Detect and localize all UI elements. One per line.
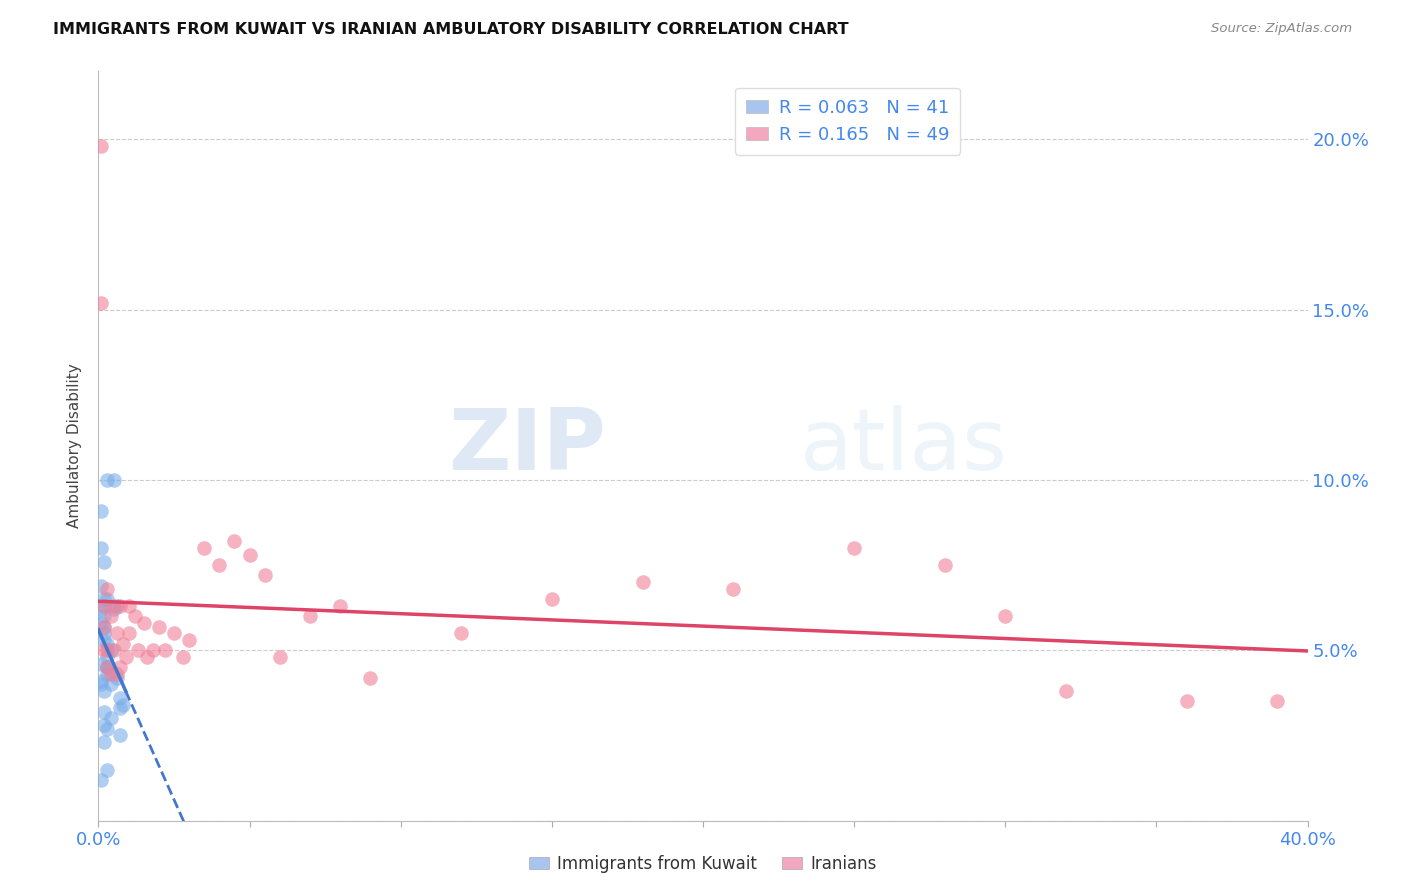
Point	[299, 609, 322, 624]
Point	[96, 722, 118, 736]
Text: Source: ZipAtlas.com: Source: ZipAtlas.com	[1212, 22, 1353, 36]
Point	[253, 568, 276, 582]
Point	[105, 599, 128, 613]
Point	[105, 667, 128, 681]
Point	[111, 636, 134, 650]
Point	[1267, 694, 1289, 708]
Point	[269, 650, 291, 665]
Point	[96, 643, 118, 657]
Point	[93, 619, 115, 633]
Point	[96, 660, 118, 674]
Point	[224, 534, 246, 549]
Point	[96, 650, 118, 665]
Point	[208, 558, 231, 573]
Point	[135, 650, 157, 665]
Point	[329, 599, 352, 613]
Point	[93, 592, 115, 607]
Point	[90, 677, 112, 691]
Text: ZIP: ZIP	[449, 404, 606, 488]
Point	[96, 667, 118, 681]
Point	[108, 729, 131, 743]
Point	[118, 599, 141, 613]
Point	[631, 575, 654, 590]
Point	[100, 667, 122, 681]
Y-axis label: Ambulatory Disability: Ambulatory Disability	[67, 364, 83, 528]
Point	[994, 609, 1017, 624]
Point	[450, 626, 472, 640]
Point	[163, 626, 186, 640]
Point	[90, 602, 112, 616]
Text: atlas: atlas	[800, 404, 1008, 488]
Point	[100, 664, 122, 678]
Point	[96, 763, 118, 777]
Point	[93, 599, 115, 613]
Point	[90, 139, 112, 153]
Point	[148, 619, 170, 633]
Point	[96, 660, 118, 674]
Point	[93, 619, 115, 633]
Point	[90, 541, 112, 556]
Point	[96, 660, 118, 674]
Point	[93, 626, 115, 640]
Point	[142, 643, 165, 657]
Legend: Immigrants from Kuwait, Iranians: Immigrants from Kuwait, Iranians	[523, 848, 883, 880]
Point	[90, 616, 112, 631]
Point	[105, 626, 128, 640]
Point	[934, 558, 956, 573]
Point	[96, 473, 118, 487]
Point	[93, 735, 115, 749]
Point	[103, 599, 125, 613]
Point	[103, 473, 125, 487]
Point	[93, 705, 115, 719]
Point	[90, 296, 112, 310]
Point	[90, 673, 112, 688]
Point	[93, 633, 115, 648]
Point	[127, 643, 149, 657]
Legend: R = 0.063   N = 41, R = 0.165   N = 49: R = 0.063 N = 41, R = 0.165 N = 49	[735, 88, 960, 154]
Point	[108, 660, 131, 674]
Point	[108, 701, 131, 715]
Point	[100, 711, 122, 725]
Point	[108, 691, 131, 706]
Point	[103, 643, 125, 657]
Point	[239, 548, 262, 562]
Point	[93, 684, 115, 698]
Point	[103, 602, 125, 616]
Point	[108, 599, 131, 613]
Point	[111, 698, 134, 712]
Point	[93, 555, 115, 569]
Point	[90, 772, 112, 787]
Point	[360, 671, 382, 685]
Point	[96, 636, 118, 650]
Point	[100, 643, 122, 657]
Text: IMMIGRANTS FROM KUWAIT VS IRANIAN AMBULATORY DISABILITY CORRELATION CHART: IMMIGRANTS FROM KUWAIT VS IRANIAN AMBULA…	[53, 22, 849, 37]
Point	[844, 541, 866, 556]
Point	[96, 582, 118, 596]
Point	[179, 633, 201, 648]
Point	[100, 609, 122, 624]
Point	[105, 671, 128, 685]
Point	[723, 582, 745, 596]
Point	[1175, 694, 1198, 708]
Point	[100, 677, 122, 691]
Point	[118, 626, 141, 640]
Point	[1054, 684, 1077, 698]
Point	[153, 643, 176, 657]
Point	[96, 592, 118, 607]
Point	[93, 609, 115, 624]
Point	[172, 650, 194, 665]
Point	[93, 718, 115, 732]
Point	[540, 592, 562, 607]
Point	[90, 657, 112, 671]
Point	[93, 643, 115, 657]
Point	[90, 504, 112, 518]
Point	[132, 616, 155, 631]
Point	[90, 579, 112, 593]
Point	[93, 599, 115, 613]
Point	[193, 541, 215, 556]
Point	[124, 609, 146, 624]
Point	[114, 650, 136, 665]
